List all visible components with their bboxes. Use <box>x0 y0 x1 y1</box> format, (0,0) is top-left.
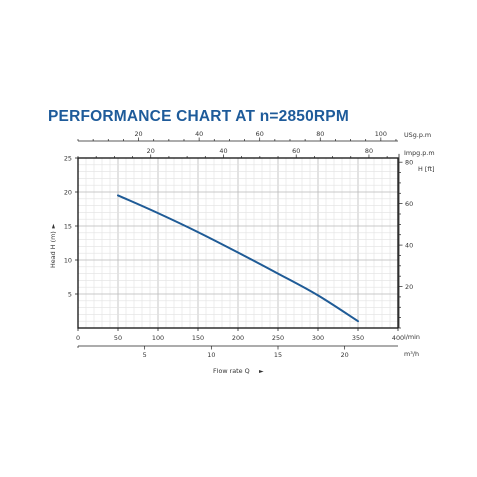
x-axis-arrow: ► <box>259 368 264 375</box>
x-tick-label: 0 <box>76 334 80 342</box>
y-tick-label: 25 <box>64 154 72 162</box>
y-axis-arrow: ► <box>50 223 57 228</box>
axes: 0 50 100 150 200 250 300 350 400 5 10 15 20 25 20 40 60 8… <box>64 130 413 359</box>
impgpm-axis-tick-label: 80 <box>365 147 373 155</box>
y-tick-label: 5 <box>68 290 72 298</box>
m3h-axis-tick-label: 15 <box>274 351 282 359</box>
usgpm-axis-tick-label: 20 <box>134 130 142 138</box>
usgpm-axis-tick-label: 60 <box>256 130 264 138</box>
y-axis-label: Head H (m) <box>49 231 57 268</box>
chart-title: PERFORMANCE CHART AT n=2850RPM <box>48 108 349 125</box>
feet-tick-label: 20 <box>405 283 413 291</box>
impgpm-axis-tick-label: 60 <box>292 147 300 155</box>
grid <box>78 158 398 328</box>
x-axis-label: Flow rate Q <box>213 367 250 375</box>
x-tick-label: 100 <box>152 334 164 342</box>
m3h-axis-tick-label: 20 <box>341 351 349 359</box>
usgpm-axis-tick-label: 40 <box>195 130 203 138</box>
x-tick-label: 350 <box>352 334 364 342</box>
usgpm-axis-tick-label: 100 <box>375 130 387 138</box>
x-tick-label: 300 <box>312 334 324 342</box>
x-tick-label: 200 <box>232 334 244 342</box>
impgpm-axis-tick-label: 40 <box>219 147 227 155</box>
x-unit-usgpm: USg.p.m <box>404 131 431 139</box>
x-tick-label: 250 <box>272 334 284 342</box>
m3h-axis-tick-label: 10 <box>207 351 215 359</box>
x-tick-label: 150 <box>192 334 204 342</box>
feet-tick-label: 60 <box>405 200 413 208</box>
x-tick-label: 50 <box>114 334 122 342</box>
m3h-axis-tick-label: 5 <box>143 351 147 359</box>
feet-tick-label: 40 <box>405 241 413 249</box>
y-tick-label: 15 <box>64 222 72 230</box>
y-tick-label: 20 <box>64 188 72 196</box>
x-unit-lmin: l/min <box>404 333 420 341</box>
x-unit-impgpm: Impg.p.m <box>404 149 435 157</box>
performance-curve <box>117 194 359 323</box>
x-unit-m3h: m³/h <box>404 350 419 358</box>
y-unit-feet: H [ft] <box>418 165 434 173</box>
usgpm-axis-tick-label: 80 <box>316 130 324 138</box>
feet-tick-label: 80 <box>405 158 413 166</box>
y-tick-label: 10 <box>64 256 72 264</box>
curve-layer <box>117 194 359 323</box>
impgpm-axis-tick-label: 20 <box>147 147 155 155</box>
x-tick-label: 400 <box>392 334 404 342</box>
